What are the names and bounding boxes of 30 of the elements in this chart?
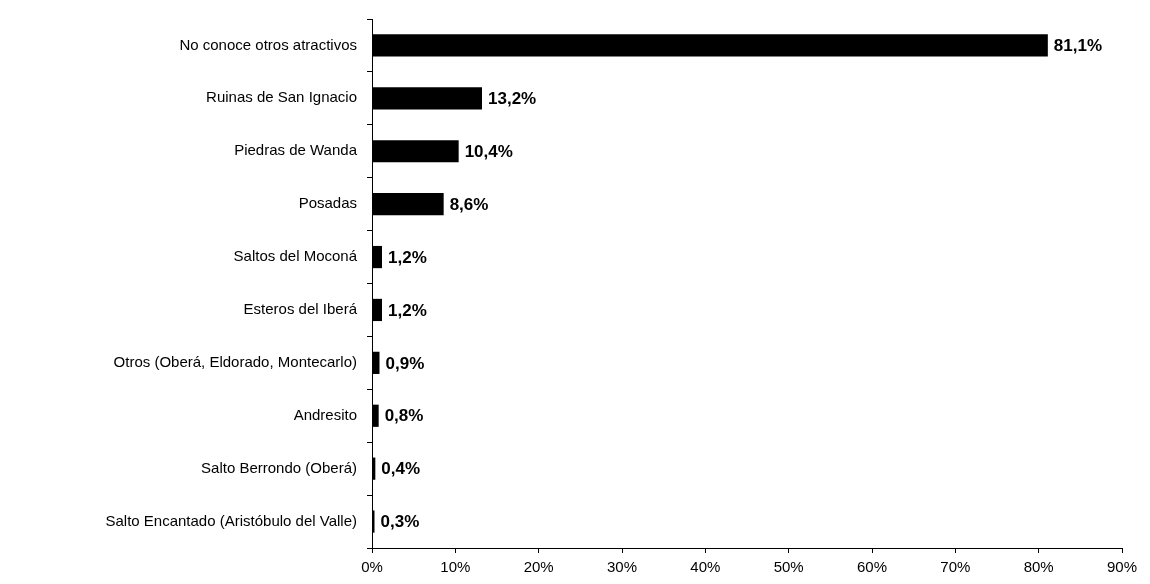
data-label: 0,4% — [381, 459, 421, 479]
data-label: 1,2% — [388, 247, 427, 267]
y-tick-label: Andresito — [293, 405, 357, 423]
y-tick-label: Saltos del Moconá — [233, 247, 358, 265]
y-tick-label: Esteros del Iberá — [243, 300, 358, 318]
data-label: 0,3% — [380, 512, 420, 532]
x-tick-label: 20% — [523, 558, 554, 576]
data-label: 0,8% — [384, 406, 424, 426]
x-tick-label: 70% — [940, 558, 971, 576]
y-tick-label: Salto Encantado (Aristóbulo del Valle) — [105, 511, 357, 529]
y-tick-label: Posadas — [298, 194, 357, 212]
data-label: 0,9% — [385, 353, 425, 373]
data-label: 8,6% — [449, 194, 489, 214]
x-tick-label: 0% — [361, 558, 383, 576]
data-label: 10,4% — [464, 141, 513, 161]
data-label: 1,2% — [388, 300, 427, 320]
data-label: 81,1% — [1053, 36, 1103, 56]
x-tick-label: 10% — [440, 558, 471, 576]
x-tick-label: 60% — [856, 558, 888, 576]
x-tick-label: 90% — [1106, 558, 1138, 576]
y-tick-label: Salto Berrondo (Oberá) — [201, 458, 357, 476]
y-tick-label: Otros (Oberá, Eldorado, Montecarlo) — [113, 352, 357, 370]
data-label: 13,2% — [488, 89, 537, 109]
y-tick-label: Ruinas de San Ignacio — [206, 88, 357, 106]
y-tick-label: Piedras de Wanda — [234, 141, 358, 159]
y-tick-label: No conoce otros atractivos — [179, 35, 357, 53]
x-tick-label: 50% — [773, 558, 804, 576]
x-tick-label: 30% — [606, 558, 638, 576]
x-tick-label: 40% — [690, 558, 721, 576]
x-tick-label: 80% — [1023, 558, 1054, 576]
